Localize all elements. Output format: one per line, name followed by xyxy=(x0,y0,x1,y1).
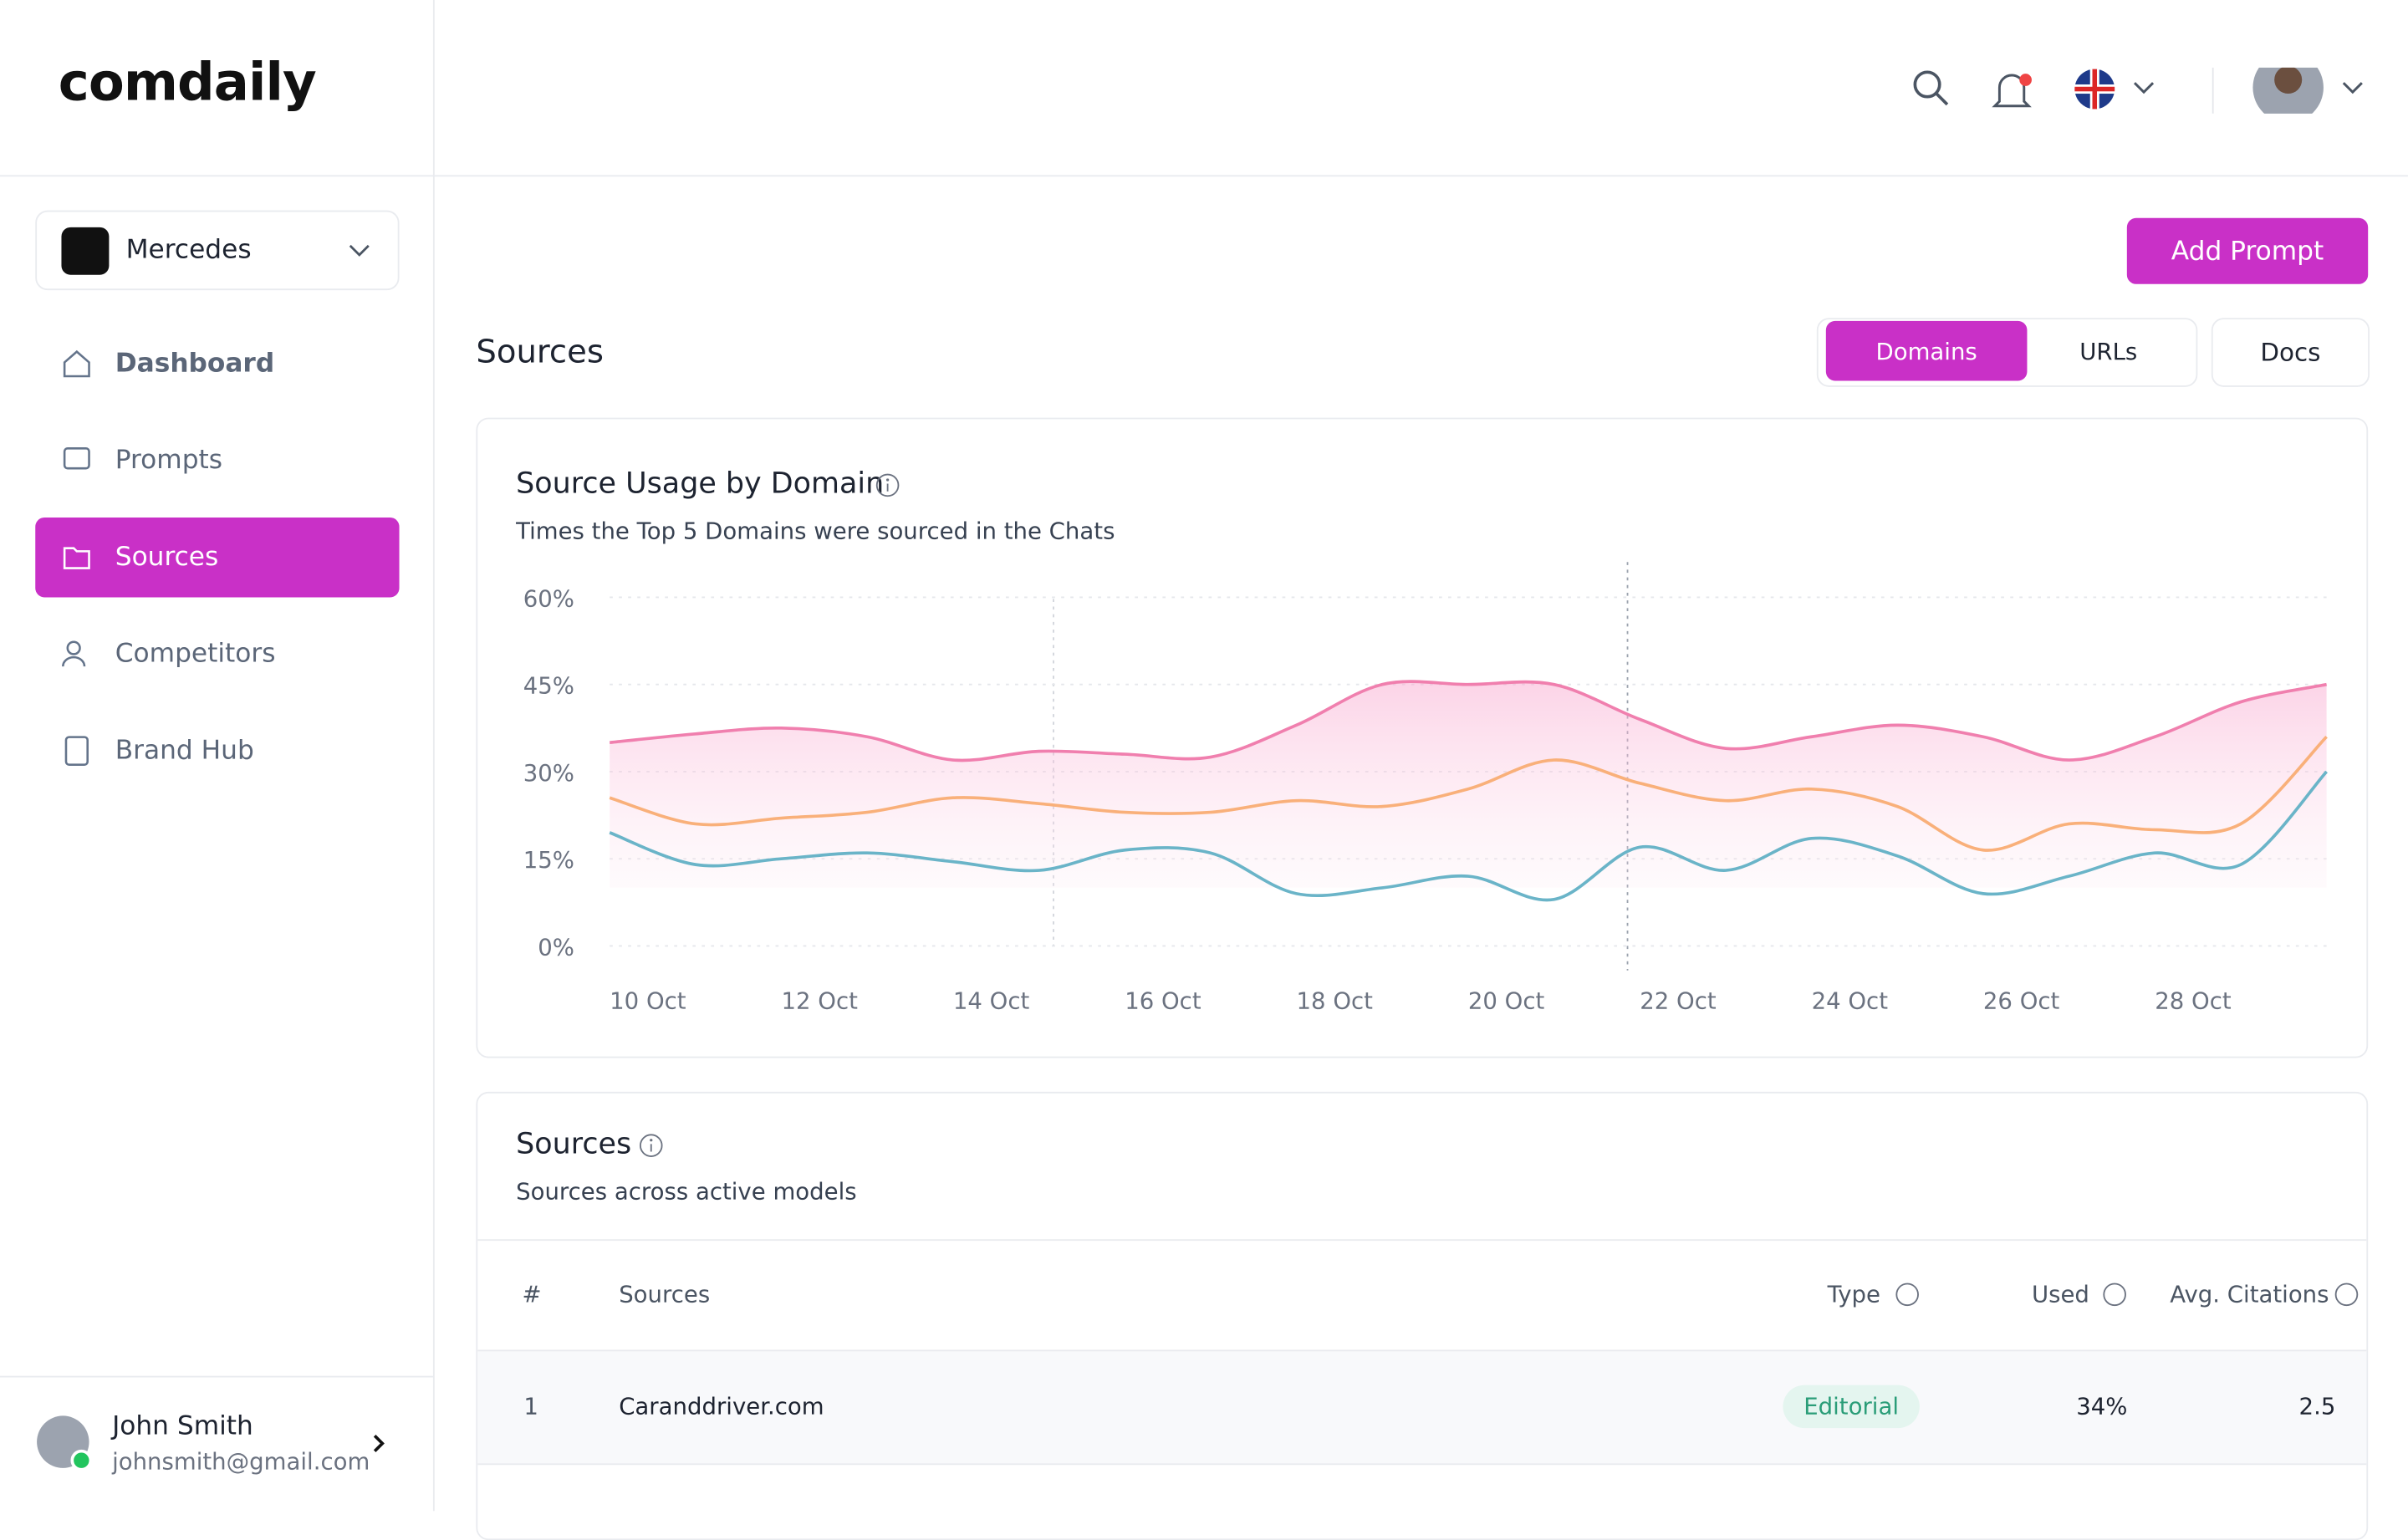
column-header: Sources xyxy=(619,1280,711,1308)
workspace-name: Mercedes xyxy=(125,235,252,266)
user-name: John Smith xyxy=(112,1410,253,1442)
page-title: Sources xyxy=(476,333,604,370)
nav-item-active[interactable]: Sources xyxy=(35,517,400,598)
x-tick-label: 18 Oct xyxy=(1297,988,1374,1015)
x-tick-label: 10 Oct xyxy=(610,988,686,1015)
workspace-icon xyxy=(61,226,110,274)
docs-button[interactable]: Docs xyxy=(2211,318,2370,387)
sidebar-border xyxy=(432,0,435,1512)
column-header: Avg. Citations xyxy=(2170,1280,2329,1308)
info-icon[interactable] xyxy=(639,1133,663,1157)
chart-subtitle: Times the Top 5 Domains were sourced in … xyxy=(516,517,1115,546)
cell: 1 xyxy=(523,1392,538,1420)
divider xyxy=(0,1375,433,1378)
chart-title: Source Usage by Domain xyxy=(516,467,885,501)
series-line xyxy=(609,680,2327,762)
header-border xyxy=(0,175,2408,177)
column-header: Type xyxy=(1827,1280,1880,1308)
header-info-icons[interactable] xyxy=(1895,1282,2370,1307)
header-icons[interactable] xyxy=(1911,67,2371,114)
nav-label: Prompts xyxy=(115,445,223,477)
x-tick-label: 22 Oct xyxy=(1640,988,1717,1015)
cell: Caranddriver.com xyxy=(619,1392,824,1420)
nav-item[interactable]: Dashboard xyxy=(35,324,399,405)
series-line xyxy=(609,735,2328,852)
nav-label: Brand Hub xyxy=(115,735,254,767)
area xyxy=(610,681,2327,888)
table-subtitle: Sources across active models xyxy=(516,1177,857,1206)
cell: 2.5 xyxy=(2298,1392,2336,1420)
user-avatar xyxy=(37,1415,93,1471)
user-chevron[interactable] xyxy=(371,1433,386,1455)
type-badge: Editorial xyxy=(1783,1384,1920,1429)
tab-active[interactable]: Domains xyxy=(1825,320,2028,381)
y-tick-label: 45% xyxy=(523,673,574,700)
x-tick-label: 20 Oct xyxy=(1468,988,1545,1015)
nav-label: Competitors xyxy=(115,639,276,670)
table-card xyxy=(476,1091,2369,1540)
nav-item[interactable]: Competitors xyxy=(35,614,399,695)
column-header: # xyxy=(522,1280,542,1308)
y-tick-label: 15% xyxy=(523,847,574,874)
nav-item[interactable]: Brand Hub xyxy=(35,711,399,791)
user-email: johnsmith@gmail.com xyxy=(112,1448,370,1476)
nav-label: Sources xyxy=(115,542,219,574)
x-tick-label: 14 Oct xyxy=(953,988,1030,1015)
workspace-select[interactable]: Mercedes xyxy=(35,210,400,291)
x-tick-label: 28 Oct xyxy=(2155,988,2232,1015)
y-tick-label: 60% xyxy=(523,585,574,612)
series-line xyxy=(609,770,2328,902)
cell: 34% xyxy=(2076,1392,2128,1420)
add-prompt-button[interactable]: Add Prompt xyxy=(2126,217,2369,284)
tab[interactable]: URLs xyxy=(2079,337,2138,365)
y-tick-label: 0% xyxy=(538,934,574,961)
nav-item[interactable]: Prompts xyxy=(35,421,399,501)
nav-label: Dashboard xyxy=(115,348,275,380)
x-tick-label: 12 Oct xyxy=(782,988,859,1015)
y-tick-label: 30% xyxy=(523,760,574,787)
column-header: Used xyxy=(2031,1280,2089,1308)
table-title: Sources xyxy=(516,1127,632,1161)
x-tick-label: 16 Oct xyxy=(1125,988,1201,1015)
x-tick-label: 24 Oct xyxy=(1812,988,1889,1015)
x-tick-label: 26 Oct xyxy=(1983,988,2060,1015)
info-icon[interactable] xyxy=(875,473,900,497)
logo: comdaily xyxy=(58,52,317,114)
